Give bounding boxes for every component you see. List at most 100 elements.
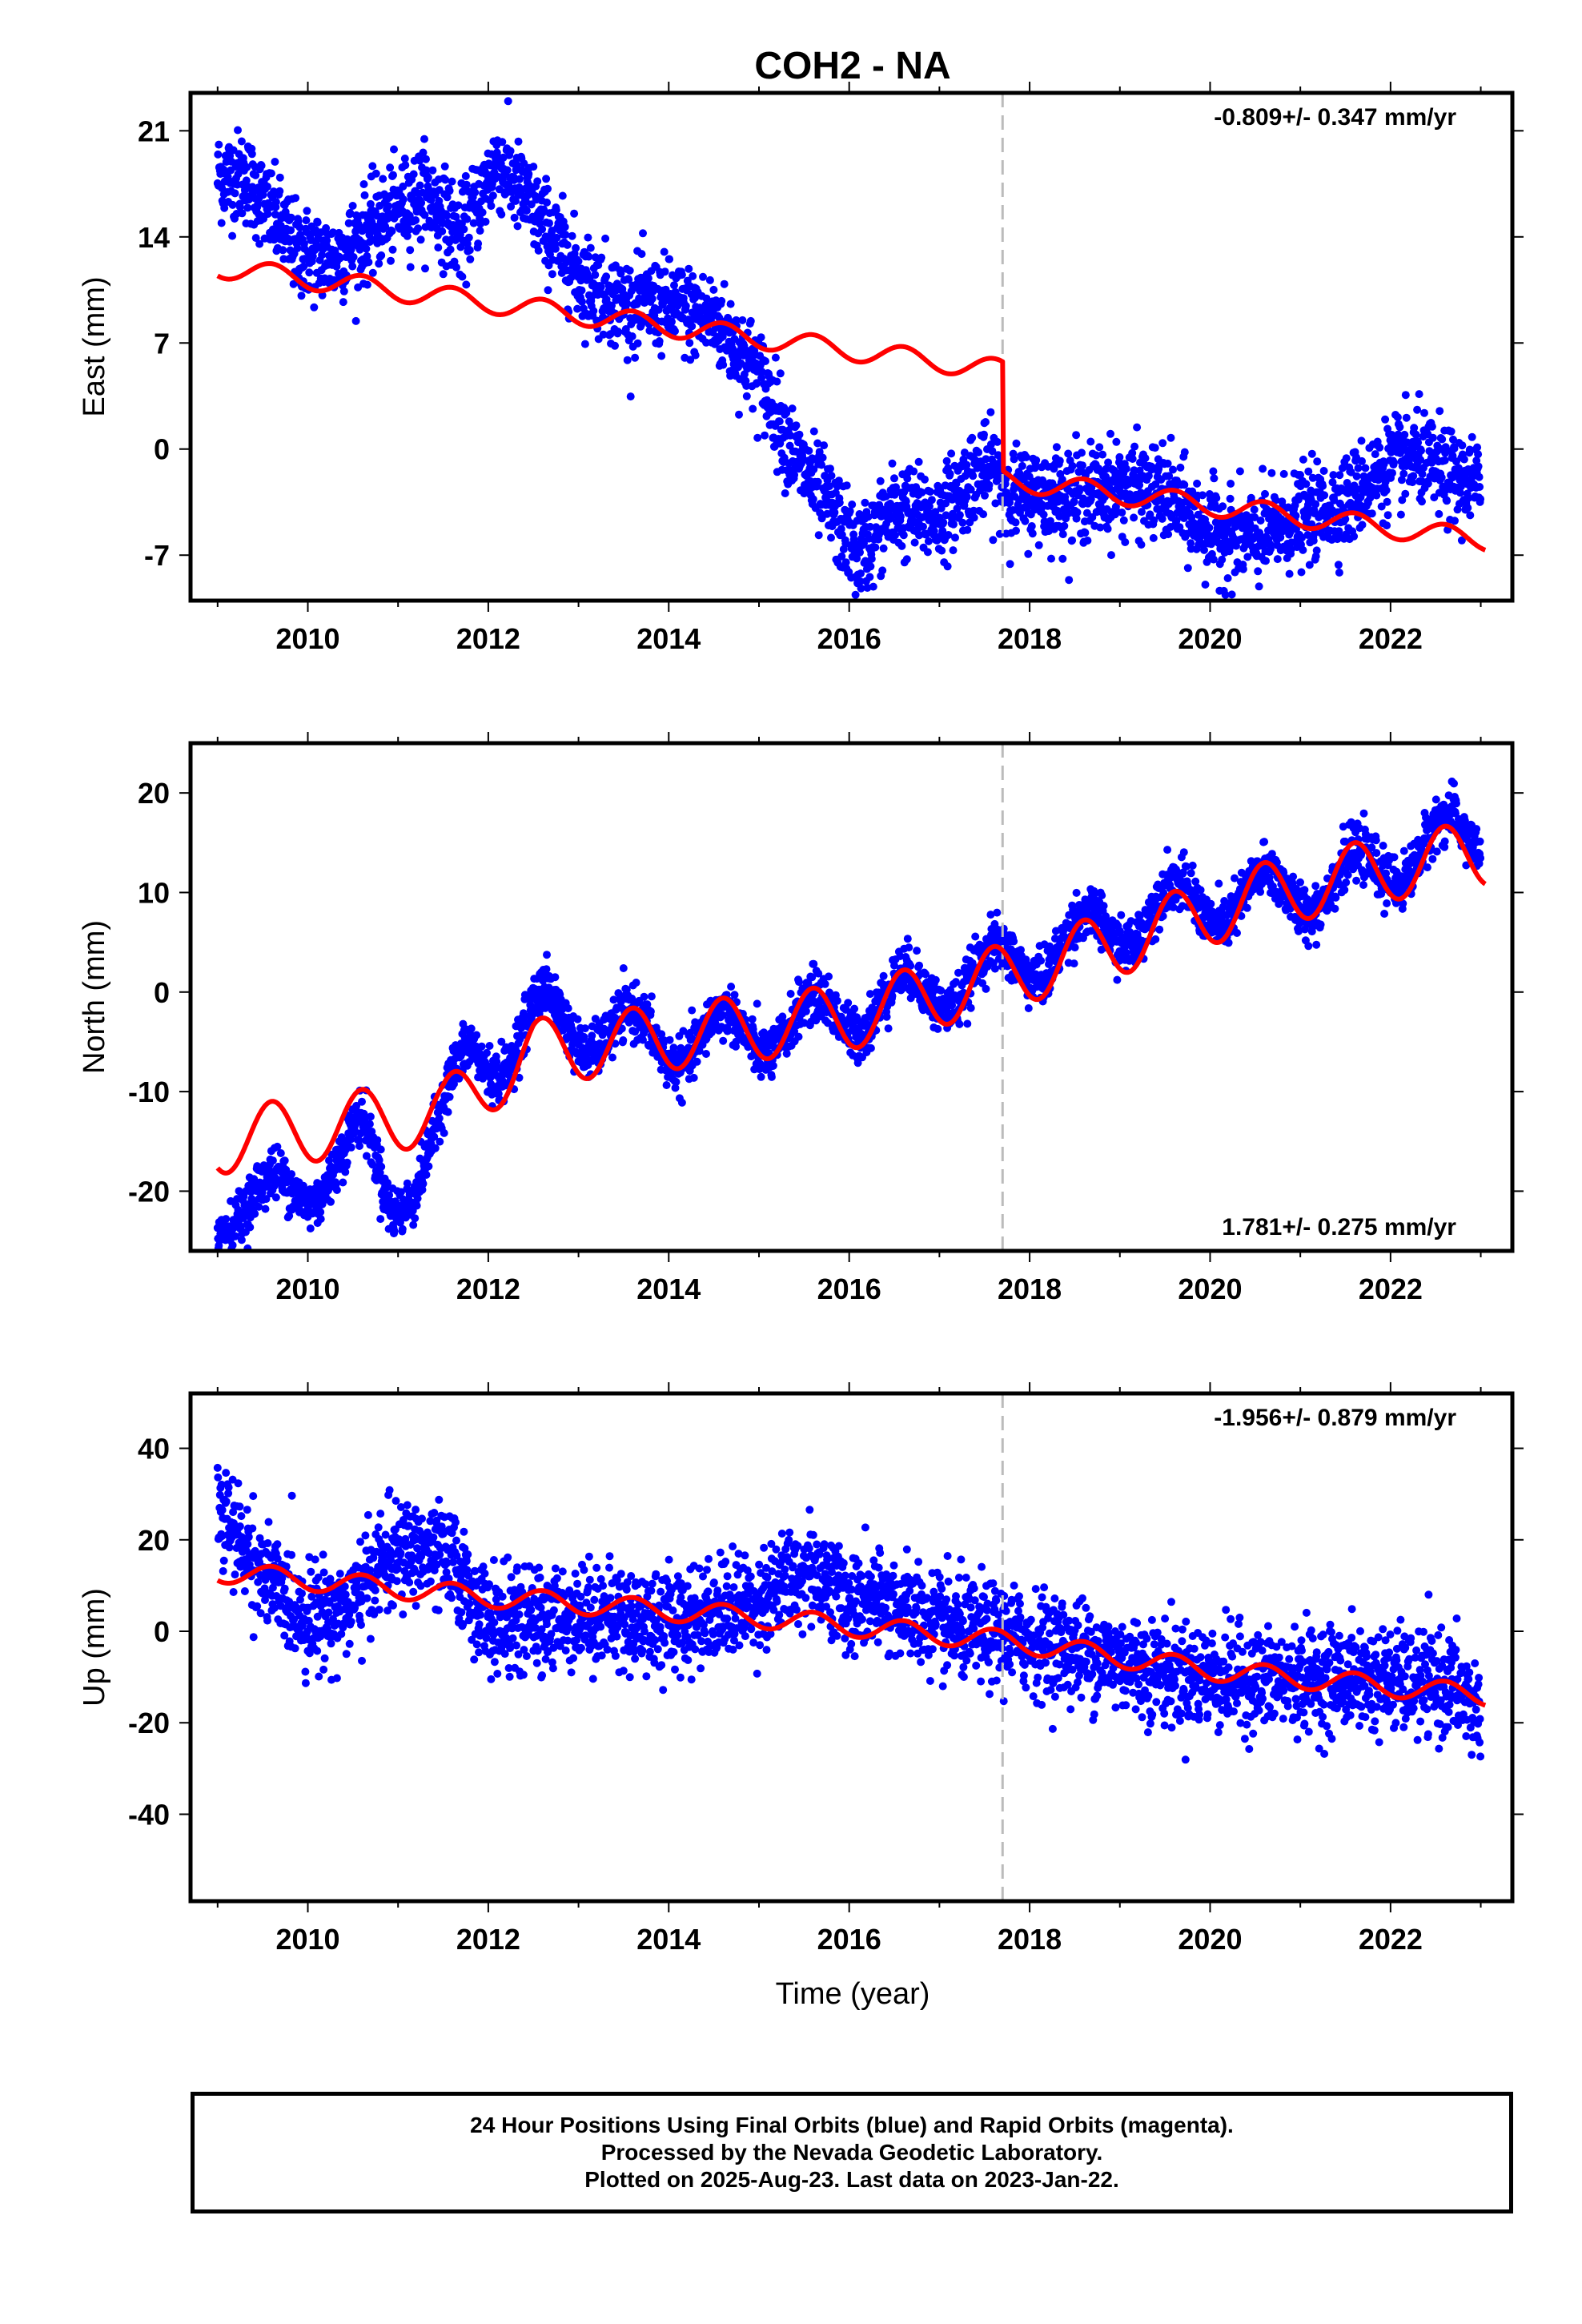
east-data-point xyxy=(419,148,428,157)
east-data-point xyxy=(503,166,512,175)
east-data-point xyxy=(927,496,936,505)
east-data-point xyxy=(1352,472,1361,480)
east-data-point xyxy=(456,243,465,251)
east-data-point xyxy=(776,369,785,378)
east-data-point xyxy=(507,202,516,211)
east-data-point xyxy=(1414,438,1423,447)
east-data-point xyxy=(1413,405,1422,414)
east-data-point xyxy=(558,191,567,200)
east-data-point xyxy=(462,280,471,289)
east-data-point xyxy=(580,340,589,348)
east-data-point xyxy=(1098,450,1107,459)
north-data-point xyxy=(573,1015,582,1023)
east-panel: 2010 2012 2014 2016 2018 2020 2022-7071421East… xyxy=(78,82,1524,655)
east-data-point xyxy=(584,233,592,242)
east-data-point xyxy=(243,203,252,212)
east-data-point xyxy=(953,505,962,513)
east-data-point xyxy=(551,244,560,253)
east-data-point xyxy=(466,255,475,263)
east-data-point xyxy=(257,161,266,170)
east-data-point xyxy=(1398,496,1407,505)
east-data-point xyxy=(458,272,467,281)
north-data-point xyxy=(672,1078,681,1086)
east-data-point xyxy=(1144,472,1153,480)
east-data-point xyxy=(1335,471,1344,480)
east-data-point xyxy=(1307,449,1316,458)
east-data-point xyxy=(820,441,829,450)
east-data-point xyxy=(623,356,632,364)
east-data-point xyxy=(671,327,679,336)
east-data-point xyxy=(1427,422,1436,431)
east-data-point xyxy=(616,269,625,278)
east-data-point xyxy=(1199,491,1207,500)
north-data-point xyxy=(224,1254,232,1262)
east-data-point xyxy=(387,227,396,235)
east-data-point xyxy=(1416,456,1425,464)
east-data-point xyxy=(1366,493,1375,502)
north-data-point xyxy=(280,1156,289,1165)
east-data-point xyxy=(1361,464,1370,472)
north-data-point xyxy=(639,1035,647,1044)
east-data-point xyxy=(1401,391,1410,400)
east-data-point xyxy=(591,271,600,279)
east-data-point xyxy=(322,223,331,232)
east-data-point xyxy=(886,499,894,508)
east-data-point xyxy=(867,554,876,563)
north-data-point xyxy=(228,1255,236,1263)
east-data-point xyxy=(688,322,697,331)
east-data-point xyxy=(1456,489,1464,497)
east-data-point xyxy=(1475,472,1484,481)
north-data-point xyxy=(355,1136,363,1144)
east-data-point xyxy=(1118,509,1126,517)
east-data-point xyxy=(1064,509,1073,517)
east-data-point xyxy=(1012,526,1020,535)
north-data-point xyxy=(693,1057,701,1066)
north-data-point xyxy=(383,1179,392,1188)
east-data-point xyxy=(498,138,507,147)
east-data-point xyxy=(1358,521,1367,529)
east-data-point xyxy=(462,180,471,189)
east-data-point xyxy=(834,476,843,485)
east-data-point xyxy=(668,317,676,326)
east-data-point xyxy=(921,475,929,484)
east-data-point xyxy=(1296,471,1304,479)
north-data-point xyxy=(222,1215,231,1224)
east-data-point xyxy=(670,281,678,290)
east-data-point xyxy=(481,217,490,226)
east-data-point xyxy=(1450,444,1459,452)
east-data-point xyxy=(422,166,431,175)
east-data-point xyxy=(1072,431,1081,440)
east-data-point xyxy=(346,208,355,217)
north-data-point xyxy=(580,1032,588,1041)
north-data-point xyxy=(640,992,648,1001)
north-data-point xyxy=(368,1160,377,1169)
east-data-point xyxy=(1027,522,1036,530)
north-data-point xyxy=(409,1220,418,1229)
east-data-point xyxy=(386,191,395,200)
east-data-point xyxy=(943,562,952,571)
east-data-point xyxy=(573,304,582,313)
east-data-point xyxy=(339,298,347,307)
east-data-point xyxy=(313,218,322,227)
north-data-point xyxy=(282,1165,291,1174)
east-data-point xyxy=(1267,545,1275,553)
north-data-point xyxy=(339,1178,347,1187)
east-data-point xyxy=(705,275,714,284)
north-data-point xyxy=(424,1162,433,1171)
y-tick-label: -7 xyxy=(144,539,170,572)
east-data-point xyxy=(1441,448,1450,457)
east-data-point xyxy=(263,210,272,219)
east-data-point xyxy=(366,199,375,208)
east-data-point xyxy=(302,216,311,225)
east-data-point xyxy=(757,373,766,382)
east-data-point xyxy=(1011,518,1020,527)
east-data-point xyxy=(771,353,780,362)
east-data-point xyxy=(1121,538,1130,546)
east-data-point xyxy=(544,286,552,295)
east-data-point xyxy=(1122,464,1130,473)
east-data-point xyxy=(1010,455,1018,464)
east-data-point xyxy=(601,234,610,243)
east-data-point xyxy=(513,222,522,231)
east-data-point xyxy=(890,474,898,483)
east-data-point xyxy=(362,244,371,253)
